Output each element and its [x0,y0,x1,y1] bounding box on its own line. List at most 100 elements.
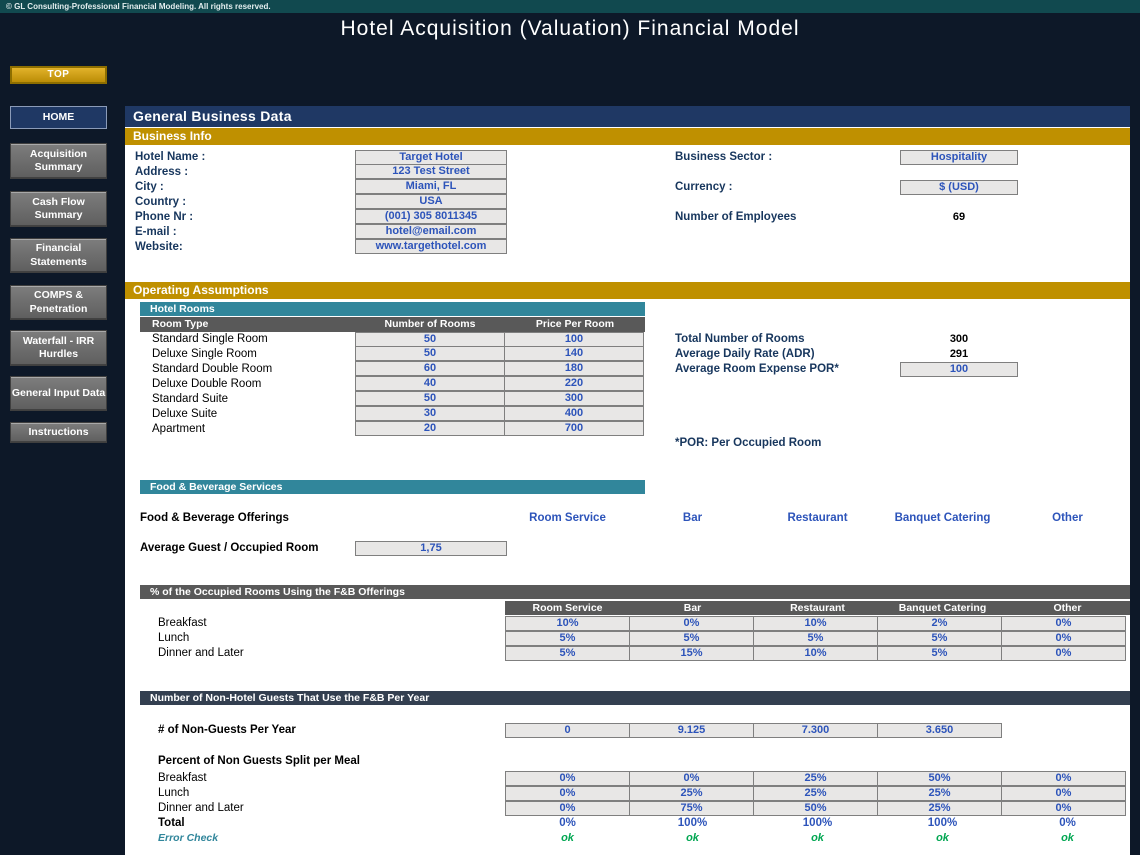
address-label: Address : [135,166,189,178]
address-input[interactable]: 123 Test Street [355,164,507,179]
split-input[interactable]: 25% [877,801,1002,816]
meal-label: Breakfast [158,617,207,629]
split-input[interactable]: 0% [1001,801,1126,816]
field-row: Currency : $ (USD) [675,180,1018,195]
room-price-input[interactable]: 140 [504,346,644,361]
sidebar-item-cash-flow-summary[interactable]: Cash Flow Summary [10,191,107,227]
page-title: Hotel Acquisition (Valuation) Financial … [340,17,800,40]
total-row: Total 0% 100% 100% 100% 0% [140,816,1130,831]
business-sector-input[interactable]: Hospitality [900,150,1018,165]
split-input[interactable]: 75% [629,801,754,816]
usage-input[interactable]: 5% [629,631,754,646]
hotel-name-label: Hotel Name : [135,151,206,163]
usage-input[interactable]: 5% [505,646,630,661]
usage-input[interactable]: 0% [1001,631,1126,646]
usage-input[interactable]: 5% [877,631,1002,646]
split-input[interactable]: 0% [505,786,630,801]
room-price-input[interactable]: 400 [504,406,644,421]
sidebar-item-home[interactable]: HOME [10,106,107,129]
rooms-count-input[interactable]: 50 [355,346,505,361]
website-input[interactable]: www.targethotel.com [355,239,507,254]
room-type: Apartment [152,423,206,435]
usage-input[interactable]: 15% [629,646,754,661]
usage-input[interactable]: 0% [1001,646,1126,661]
fnb-col-restaurant: Restaurant [787,512,848,524]
email-input[interactable]: hotel@email.com [355,224,507,239]
usage-input[interactable]: 0% [1001,616,1126,631]
split-input[interactable]: 0% [1001,786,1126,801]
rooms-count-input[interactable]: 50 [355,391,505,406]
sidebar-item-financial-statements[interactable]: Financial Statements [10,238,107,273]
split-input[interactable]: 0% [629,771,754,786]
room-type: Deluxe Double Room [152,378,262,390]
section-fnb-usage: % of the Occupied Rooms Using the F&B Of… [140,585,1130,599]
section-operating-assumptions: Operating Assumptions [125,282,1130,299]
adr-label: Average Daily Rate (ADR) [675,348,815,360]
field-row: E-mail : hotel@email.com [125,224,507,240]
rooms-count-input[interactable]: 40 [355,376,505,391]
split-input[interactable]: 50% [877,771,1002,786]
usage-input[interactable]: 5% [877,646,1002,661]
non-guests-input[interactable]: 7.300 [753,723,878,738]
rooms-count-input[interactable]: 20 [355,421,505,436]
split-input[interactable]: 25% [877,786,1002,801]
room-expense-por-label: Average Room Expense POR* [675,363,839,375]
adr-value: 291 [949,348,969,360]
usage-input[interactable]: 2% [877,616,1002,631]
fnb-col-bar: Bar [682,512,703,524]
rooms-count-input[interactable]: 30 [355,406,505,421]
usage-input[interactable]: 5% [753,631,878,646]
section-general-business-data: General Business Data [125,106,1130,127]
field-row: Address : 123 Test Street [125,164,507,180]
rooms-count-input[interactable]: 60 [355,361,505,376]
split-input[interactable]: 0% [505,771,630,786]
room-price-input[interactable]: 700 [504,421,644,436]
usage-input[interactable]: 10% [505,616,630,631]
split-input[interactable]: 25% [753,771,878,786]
non-guests-input[interactable]: 0 [505,723,630,738]
split-row: Dinner and Later 0% 75% 50% 25% 0% [140,801,1126,816]
room-price-input[interactable]: 220 [504,376,644,391]
room-expense-por-input[interactable]: 100 [900,362,1018,377]
rooms-count-input[interactable]: 50 [355,332,505,347]
error-check-status: ok [936,832,949,844]
sidebar-item-general-input-data[interactable]: General Input Data [10,376,107,411]
phone-label: Phone Nr : [135,211,194,223]
room-price-input[interactable]: 300 [504,391,644,406]
currency-input[interactable]: $ (USD) [900,180,1018,195]
split-input[interactable]: 50% [753,801,878,816]
usage-input[interactable]: 10% [753,646,878,661]
field-row: Website: www.targethotel.com [125,239,507,255]
hotel-name-input[interactable]: Target Hotel [355,150,507,165]
section-fnb-services: Food & Beverage Services [140,480,645,494]
split-input[interactable]: 0% [1001,771,1126,786]
table-row: Deluxe Suite 30 400 [140,406,645,422]
summary-row: Total Number of Rooms 300 [675,332,1018,347]
usage-input[interactable]: 5% [505,631,630,646]
room-price-input[interactable]: 180 [504,361,644,376]
sidebar-item-acquisition-summary[interactable]: Acquisition Summary [10,143,107,179]
top-button[interactable]: TOP [10,66,107,84]
sidebar-item-comps-penetration[interactable]: COMPS & Penetration [10,285,107,320]
split-input[interactable]: 0% [505,801,630,816]
non-guests-input[interactable]: 9.125 [629,723,754,738]
sidebar-item-waterfall-irr-hurdles[interactable]: Waterfall - IRR Hurdles [10,330,107,366]
sheet-area: General Business Data Business Info Hote… [125,106,1130,855]
avg-guest-input[interactable]: 1,75 [355,541,507,556]
phone-input[interactable]: (001) 305 8011345 [355,209,507,224]
sidebar-item-instructions[interactable]: Instructions [10,422,107,443]
field-row: City : Miami, FL [125,179,507,195]
usage-input[interactable]: 0% [629,616,754,631]
table-row: Standard Double Room 60 180 [140,361,645,377]
non-guests-input[interactable]: 3.650 [877,723,1002,738]
city-input[interactable]: Miami, FL [355,179,507,194]
col-room-service: Room Service [532,602,603,614]
split-input[interactable]: 25% [629,786,754,801]
usage-row: Breakfast 10% 0% 10% 2% 0% [140,616,1126,631]
room-price-input[interactable]: 100 [504,332,644,347]
country-input[interactable]: USA [355,194,507,209]
split-input[interactable]: 25% [753,786,878,801]
usage-input[interactable]: 10% [753,616,878,631]
total-value: 0% [559,817,576,829]
